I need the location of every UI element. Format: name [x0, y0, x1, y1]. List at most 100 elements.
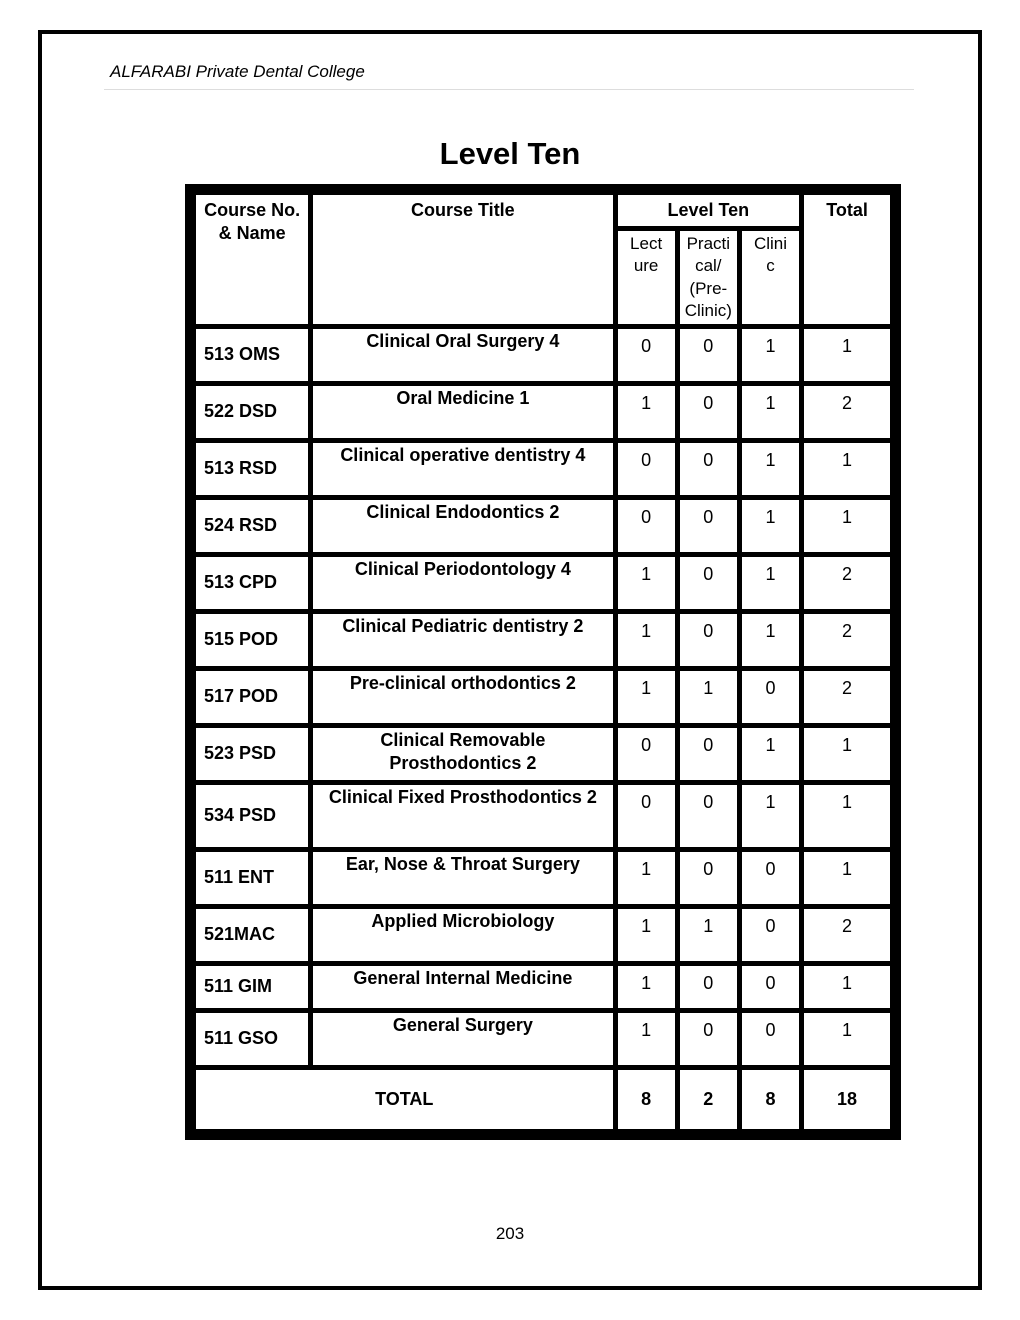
cell-clinic: 0	[742, 909, 799, 961]
cell-total: 1	[804, 852, 890, 904]
th-lecture: Lect ure	[618, 231, 675, 323]
cell-clinic: 1	[742, 500, 799, 552]
cell-clinic: 0	[742, 1013, 799, 1065]
table-row: 513 OMSClinical Oral Surgery 40011	[196, 329, 890, 381]
cell-total-clinic: 8	[742, 1070, 799, 1129]
cell-practical: 1	[680, 671, 737, 723]
cell-course-code: 513 OMS	[196, 329, 308, 381]
cell-course-title: General Internal Medicine	[313, 966, 612, 1008]
cell-practical: 0	[680, 557, 737, 609]
table-row: 534 PSDClinical Fixed Prosthodontics 200…	[196, 785, 890, 847]
cell-total: 1	[804, 966, 890, 1008]
cell-course-title: General Surgery	[313, 1013, 612, 1065]
cell-practical: 0	[680, 1013, 737, 1065]
cell-total: 2	[804, 671, 890, 723]
cell-practical: 0	[680, 329, 737, 381]
cell-lecture: 1	[618, 557, 675, 609]
th-clinic: Clini c	[742, 231, 799, 323]
cell-lecture: 1	[618, 966, 675, 1008]
cell-course-code: 511 GIM	[196, 966, 308, 1008]
cell-practical: 0	[680, 785, 737, 847]
table-row: 511 GIMGeneral Internal Medicine1001	[196, 966, 890, 1008]
cell-lecture: 1	[618, 1013, 675, 1065]
th-course: Course No. & Name	[196, 195, 308, 324]
cell-lecture: 1	[618, 852, 675, 904]
cell-clinic: 1	[742, 557, 799, 609]
cell-lecture: 0	[618, 500, 675, 552]
table-row: 523 PSDClinical Removable Prosthodontics…	[196, 728, 890, 780]
cell-clinic: 0	[742, 852, 799, 904]
cell-lecture: 1	[618, 909, 675, 961]
cell-total: 1	[804, 785, 890, 847]
cell-course-code: 517 POD	[196, 671, 308, 723]
cell-course-code: 523 PSD	[196, 728, 308, 780]
cell-total: 1	[804, 728, 890, 780]
cell-course-code: 513 CPD	[196, 557, 308, 609]
th-practical: Practi cal/ (Pre- Clinic)	[680, 231, 737, 323]
cell-lecture: 1	[618, 671, 675, 723]
cell-course-code: 534 PSD	[196, 785, 308, 847]
cell-course-code: 511 ENT	[196, 852, 308, 904]
table-row: 524 RSDClinical Endodontics 20011	[196, 500, 890, 552]
table-row: 522 DSDOral Medicine 11012	[196, 386, 890, 438]
cell-course-title: Oral Medicine 1	[313, 386, 612, 438]
cell-course-title: Clinical Fixed Prosthodontics 2	[313, 785, 612, 847]
cell-course-code: 522 DSD	[196, 386, 308, 438]
cell-total: 1	[804, 1013, 890, 1065]
page-frame: ALFARABI Private Dental College Level Te…	[38, 30, 982, 1290]
table-row: 513 RSDClinical operative dentistry 4001…	[196, 443, 890, 495]
cell-total-practical: 2	[680, 1070, 737, 1129]
th-level-group: Level Ten	[618, 195, 800, 226]
cell-total: 2	[804, 557, 890, 609]
cell-clinic: 1	[742, 329, 799, 381]
table-total-row: TOTAL82818	[196, 1070, 890, 1129]
cell-course-code: 521MAC	[196, 909, 308, 961]
cell-clinic: 1	[742, 443, 799, 495]
cell-course-title: Pre-clinical orthodontics 2	[313, 671, 612, 723]
cell-practical: 0	[680, 852, 737, 904]
cell-clinic: 0	[742, 966, 799, 1008]
cell-clinic: 1	[742, 386, 799, 438]
header-divider	[104, 89, 914, 90]
cell-course-code: 515 POD	[196, 614, 308, 666]
cell-practical: 0	[680, 614, 737, 666]
cell-course-code: 511 GSO	[196, 1013, 308, 1065]
header-institution: ALFARABI Private Dental College	[110, 62, 365, 82]
cell-practical: 0	[680, 966, 737, 1008]
cell-practical: 0	[680, 386, 737, 438]
table-row: 515 PODClinical Pediatric dentistry 2101…	[196, 614, 890, 666]
table-row: 511 ENTEar, Nose & Throat Surgery1001	[196, 852, 890, 904]
cell-total: 2	[804, 614, 890, 666]
cell-total-label: TOTAL	[196, 1070, 613, 1129]
cell-practical: 0	[680, 728, 737, 780]
cell-lecture: 0	[618, 329, 675, 381]
cell-clinic: 1	[742, 728, 799, 780]
cell-course-title: Clinical Pediatric dentistry 2	[313, 614, 612, 666]
course-table: Course No. & Name Course Title Level Ten…	[191, 190, 895, 1134]
cell-course-title: Clinical Oral Surgery 4	[313, 329, 612, 381]
th-title: Course Title	[313, 195, 612, 324]
cell-course-title: Ear, Nose & Throat Surgery	[313, 852, 612, 904]
cell-lecture: 1	[618, 614, 675, 666]
course-table-wrap: Course No. & Name Course Title Level Ten…	[185, 184, 901, 1140]
cell-total-lecture: 8	[618, 1070, 675, 1129]
cell-course-title: Clinical Removable Prosthodontics 2	[313, 728, 612, 780]
cell-course-title: Clinical operative dentistry 4	[313, 443, 612, 495]
cell-total-total: 18	[804, 1070, 890, 1129]
cell-total: 1	[804, 500, 890, 552]
cell-clinic: 1	[742, 785, 799, 847]
table-row: 511 GSOGeneral Surgery1001	[196, 1013, 890, 1065]
cell-total: 2	[804, 909, 890, 961]
cell-clinic: 0	[742, 671, 799, 723]
cell-lecture: 0	[618, 443, 675, 495]
cell-course-code: 524 RSD	[196, 500, 308, 552]
cell-course-code: 513 RSD	[196, 443, 308, 495]
cell-course-title: Clinical Periodontology 4	[313, 557, 612, 609]
table-row: 517 PODPre-clinical orthodontics 21102	[196, 671, 890, 723]
cell-total: 1	[804, 443, 890, 495]
th-total: Total	[804, 195, 890, 324]
page-number: 203	[42, 1224, 978, 1244]
cell-practical: 1	[680, 909, 737, 961]
cell-course-title: Applied Microbiology	[313, 909, 612, 961]
table-row: 513 CPDClinical Periodontology 41012	[196, 557, 890, 609]
